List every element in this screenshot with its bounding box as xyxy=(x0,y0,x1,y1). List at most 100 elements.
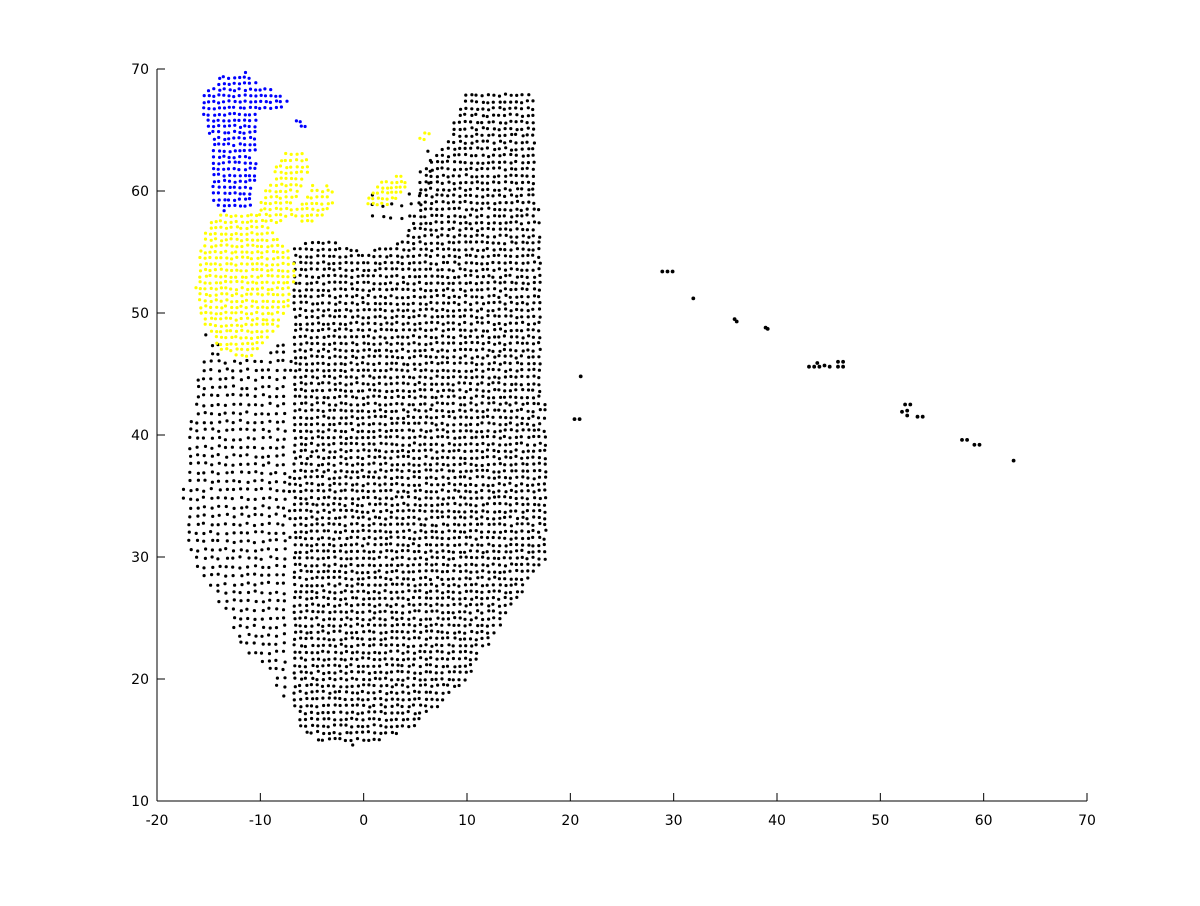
data-point xyxy=(497,354,501,358)
data-point xyxy=(230,233,234,237)
data-point xyxy=(434,382,438,386)
data-point xyxy=(475,570,479,574)
data-point xyxy=(235,299,239,304)
data-point xyxy=(481,563,485,567)
data-point xyxy=(474,537,478,541)
data-point xyxy=(440,577,444,582)
data-point xyxy=(395,569,399,573)
data-point xyxy=(332,442,336,446)
data-point xyxy=(440,421,444,425)
data-point xyxy=(316,415,320,419)
data-point xyxy=(520,555,524,560)
data-point xyxy=(475,215,479,219)
data-point xyxy=(543,557,547,561)
data-point xyxy=(498,623,502,627)
data-point xyxy=(468,253,472,257)
data-point xyxy=(464,415,468,419)
data-point xyxy=(326,322,330,326)
data-point xyxy=(400,475,404,480)
data-point xyxy=(497,550,501,554)
data-point xyxy=(436,616,440,620)
data-point xyxy=(389,342,393,346)
data-point xyxy=(407,462,411,466)
data-point xyxy=(452,294,456,298)
data-point xyxy=(366,698,370,702)
data-point xyxy=(379,536,383,540)
data-point xyxy=(304,530,308,535)
data-point xyxy=(254,412,258,416)
data-point xyxy=(339,598,343,602)
data-point xyxy=(423,131,427,135)
data-point xyxy=(527,188,531,192)
data-point xyxy=(230,497,234,501)
data-point xyxy=(239,640,243,644)
data-point xyxy=(423,227,427,231)
data-point xyxy=(481,617,485,622)
data-point xyxy=(310,469,314,473)
data-point xyxy=(238,174,242,178)
data-point xyxy=(418,267,422,271)
data-point xyxy=(436,268,440,272)
data-point xyxy=(474,282,478,286)
data-point xyxy=(217,412,222,417)
data-point xyxy=(274,190,278,194)
data-point xyxy=(400,342,404,346)
data-point xyxy=(343,524,347,528)
data-point xyxy=(458,602,462,606)
data-point xyxy=(255,329,259,334)
data-point xyxy=(537,376,541,380)
data-point xyxy=(435,247,440,251)
data-point xyxy=(304,462,308,466)
data-point xyxy=(384,576,388,581)
data-point xyxy=(266,412,270,416)
data-point xyxy=(322,309,326,313)
data-point xyxy=(224,286,228,290)
data-point xyxy=(538,535,542,540)
data-point xyxy=(270,268,274,272)
data-point xyxy=(207,100,211,104)
data-point xyxy=(230,268,234,273)
data-point xyxy=(246,581,250,585)
data-point xyxy=(525,99,530,103)
data-point xyxy=(480,496,484,500)
data-point xyxy=(316,429,320,433)
x-tick-label: 30 xyxy=(665,813,683,829)
data-point xyxy=(366,274,370,278)
data-point xyxy=(468,529,473,533)
data-point xyxy=(395,302,399,306)
data-point xyxy=(520,421,524,426)
data-point xyxy=(491,100,495,104)
data-point xyxy=(412,509,416,513)
data-point xyxy=(406,490,410,494)
data-point xyxy=(468,490,472,494)
data-point xyxy=(298,595,302,600)
data-point xyxy=(960,438,964,442)
data-point xyxy=(442,293,446,298)
data-point xyxy=(372,489,376,493)
data-point xyxy=(458,436,462,440)
data-point xyxy=(247,514,251,518)
data-point xyxy=(508,295,512,299)
data-point xyxy=(487,382,491,386)
data-point xyxy=(344,623,348,627)
data-point xyxy=(356,368,360,373)
data-point xyxy=(428,690,432,694)
data-point xyxy=(366,334,370,338)
data-point xyxy=(542,542,546,547)
data-point xyxy=(219,286,223,290)
data-point xyxy=(351,315,355,319)
data-point xyxy=(463,624,467,628)
data-point xyxy=(328,294,332,298)
data-point xyxy=(469,273,473,277)
data-point xyxy=(214,298,218,302)
data-point xyxy=(249,94,253,98)
data-point xyxy=(260,403,264,407)
data-point xyxy=(276,505,280,509)
data-point xyxy=(198,298,202,302)
data-point xyxy=(209,221,213,225)
data-point xyxy=(531,153,535,157)
data-point xyxy=(260,251,264,255)
data-point xyxy=(238,192,242,196)
data-point xyxy=(452,168,457,172)
data-point xyxy=(281,453,285,457)
